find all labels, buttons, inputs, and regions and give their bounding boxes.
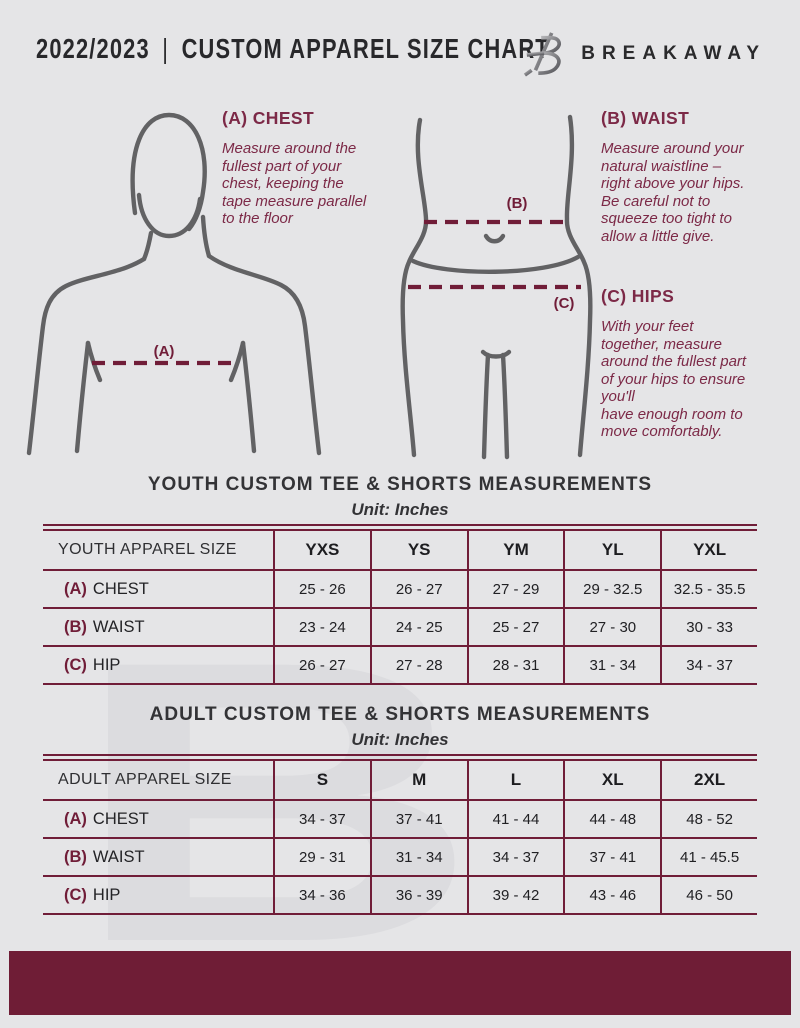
hips-guide: (C) HIPS With your feet together, measur… bbox=[601, 286, 800, 441]
brand-logo: BREAKAWAY bbox=[523, 28, 766, 80]
youth-corner-label: YOUTH APPAREL SIZE bbox=[58, 541, 237, 558]
measurement-cell: 37 - 41 bbox=[589, 848, 637, 866]
row-name: WAIST bbox=[92, 847, 145, 866]
row-name: WAIST bbox=[92, 617, 145, 636]
size-col-header: YL bbox=[601, 540, 624, 559]
size-col-header: YS bbox=[407, 540, 431, 559]
footer-accent-bar bbox=[9, 951, 791, 1015]
row-name: CHEST bbox=[92, 809, 149, 828]
size-col-header: L bbox=[510, 770, 522, 789]
row-name: CHEST bbox=[92, 579, 149, 598]
measurement-cell: 34 - 37 bbox=[686, 656, 733, 674]
adult-hip-row: (C) HIP 34 - 36 36 - 39 39 - 42 43 - 46 4… bbox=[43, 877, 757, 915]
measurement-cell: 41 - 45.5 bbox=[679, 848, 740, 866]
size-col-header: YM bbox=[503, 540, 529, 559]
row-marker: (C) bbox=[64, 655, 87, 674]
row-marker: (B) bbox=[64, 617, 87, 636]
youth-waist-row: (B) WAIST 23 - 24 24 - 25 25 - 27 27 - 30… bbox=[43, 609, 757, 647]
breakaway-b-monogram-icon bbox=[523, 29, 567, 79]
measurement-cell: 32.5 - 35.5 bbox=[673, 580, 746, 598]
size-col-header: M bbox=[412, 770, 427, 789]
measurement-cell: 24 - 25 bbox=[395, 618, 443, 636]
size-col-header: XL bbox=[601, 770, 624, 789]
youth-size-table: YOUTH APPAREL SIZE YXS YS YM YL YXL (A) C… bbox=[43, 524, 757, 685]
hips-guide-heading: (C) HIPS bbox=[601, 286, 675, 306]
waist-guide-body: Measure around your natural waistline – … bbox=[601, 140, 745, 245]
title-divider: | bbox=[162, 33, 170, 64]
measurement-cell: 41 - 44 bbox=[492, 810, 540, 828]
row-name: HIP bbox=[92, 885, 121, 904]
page-title: 2022/2023 | CUSTOM APPAREL SIZE CHART bbox=[36, 33, 695, 65]
adult-chest-row: (A) CHEST 34 - 37 37 - 41 41 - 44 44 - 48… bbox=[43, 801, 757, 839]
youth-table-unit: Unit: Inches bbox=[351, 500, 449, 519]
measurement-cell: 44 - 48 bbox=[589, 810, 637, 828]
measurement-cell: 46 - 50 bbox=[686, 886, 733, 904]
measurement-cell: 34 - 36 bbox=[299, 886, 346, 904]
waist-guide-heading: (B) WAIST bbox=[601, 108, 690, 128]
measurement-cell: 34 - 37 bbox=[492, 848, 540, 866]
youth-table-title: YOUTH CUSTOM TEE & SHORTS MEASUREMENTS bbox=[147, 474, 653, 495]
chest-marker-label: (A) bbox=[154, 343, 175, 360]
measurement-cell: 28 - 31 bbox=[492, 656, 540, 674]
adult-table-title: ADULT CUSTOM TEE & SHORTS MEASUREMENTS bbox=[149, 704, 651, 725]
measurement-figures: (A) (B) (C) bbox=[26, 112, 593, 460]
adult-size-table: ADULT APPAREL SIZE S M L XL 2XL (A) CHEST… bbox=[43, 754, 757, 915]
size-col-header: YXL bbox=[693, 540, 727, 559]
chest-figure: (A) bbox=[26, 112, 322, 456]
measurement-cell: 43 - 46 bbox=[589, 886, 637, 904]
youth-header-row: YOUTH APPAREL SIZE YXS YS YM YL YXL bbox=[43, 531, 757, 571]
measurement-cell: 48 - 52 bbox=[686, 810, 733, 828]
adult-waist-row: (B) WAIST 29 - 31 31 - 34 34 - 37 37 - 41… bbox=[43, 839, 757, 877]
measurement-cell: 26 - 27 bbox=[299, 656, 346, 674]
measurement-cell: 36 - 39 bbox=[395, 886, 443, 904]
chest-guide: (A) CHEST Measure around the fullest par… bbox=[222, 108, 422, 228]
measurement-cell: 27 - 28 bbox=[395, 656, 443, 674]
measurement-cell: 39 - 42 bbox=[492, 886, 540, 904]
adult-corner-label: ADULT APPAREL SIZE bbox=[58, 771, 232, 788]
waist-hips-figure: (B) (C) bbox=[400, 114, 593, 460]
adult-header-row: ADULT APPAREL SIZE S M L XL 2XL bbox=[43, 761, 757, 801]
breakaway-watermark-letter: B bbox=[70, 578, 481, 1025]
measurement-cell: 27 - 30 bbox=[589, 618, 637, 636]
measurement-cell: 31 - 34 bbox=[395, 848, 443, 866]
chest-guide-heading: (A) CHEST bbox=[222, 108, 315, 128]
adult-table-unit: Unit: Inches bbox=[351, 730, 449, 749]
row-marker: (A) bbox=[64, 579, 87, 598]
waist-guide: (B) WAIST Measure around your natural wa… bbox=[601, 108, 800, 245]
measurement-cell: 23 - 24 bbox=[299, 618, 346, 636]
row-name: HIP bbox=[92, 655, 121, 674]
measurement-cell: 25 - 27 bbox=[492, 618, 540, 636]
measurement-cell: 29 - 31 bbox=[299, 848, 346, 866]
title-text: CUSTOM APPAREL SIZE CHART bbox=[181, 33, 550, 64]
hips-marker-label: (C) bbox=[554, 295, 575, 312]
row-marker: (C) bbox=[64, 885, 87, 904]
measurement-cell: 29 - 32.5 bbox=[583, 580, 643, 598]
hips-guide-body: With your feet together, measure around … bbox=[601, 318, 747, 440]
size-col-header: S bbox=[316, 770, 329, 789]
measurement-cell: 27 - 29 bbox=[492, 580, 540, 598]
measurement-cell: 30 - 33 bbox=[686, 618, 733, 636]
measurement-cell: 26 - 27 bbox=[395, 580, 443, 598]
size-col-header: YXS bbox=[305, 540, 340, 559]
measurement-cell: 34 - 37 bbox=[299, 810, 346, 828]
brand-name: BREAKAWAY bbox=[581, 43, 766, 64]
youth-hip-row: (C) HIP 26 - 27 27 - 28 28 - 31 31 - 34 3… bbox=[43, 647, 757, 685]
youth-chest-row: (A) CHEST 25 - 26 26 - 27 27 - 29 29 - 32… bbox=[43, 571, 757, 609]
row-marker: (B) bbox=[64, 847, 87, 866]
measurement-cell: 31 - 34 bbox=[589, 656, 637, 674]
size-col-header: 2XL bbox=[694, 770, 726, 789]
waist-marker-label: (B) bbox=[507, 195, 528, 212]
measurement-cell: 25 - 26 bbox=[299, 580, 346, 598]
chest-guide-body: Measure around the fullest part of your … bbox=[222, 140, 367, 227]
row-marker: (A) bbox=[64, 809, 87, 828]
title-year: 2022/2023 bbox=[36, 33, 150, 64]
measurement-cell: 37 - 41 bbox=[395, 810, 443, 828]
